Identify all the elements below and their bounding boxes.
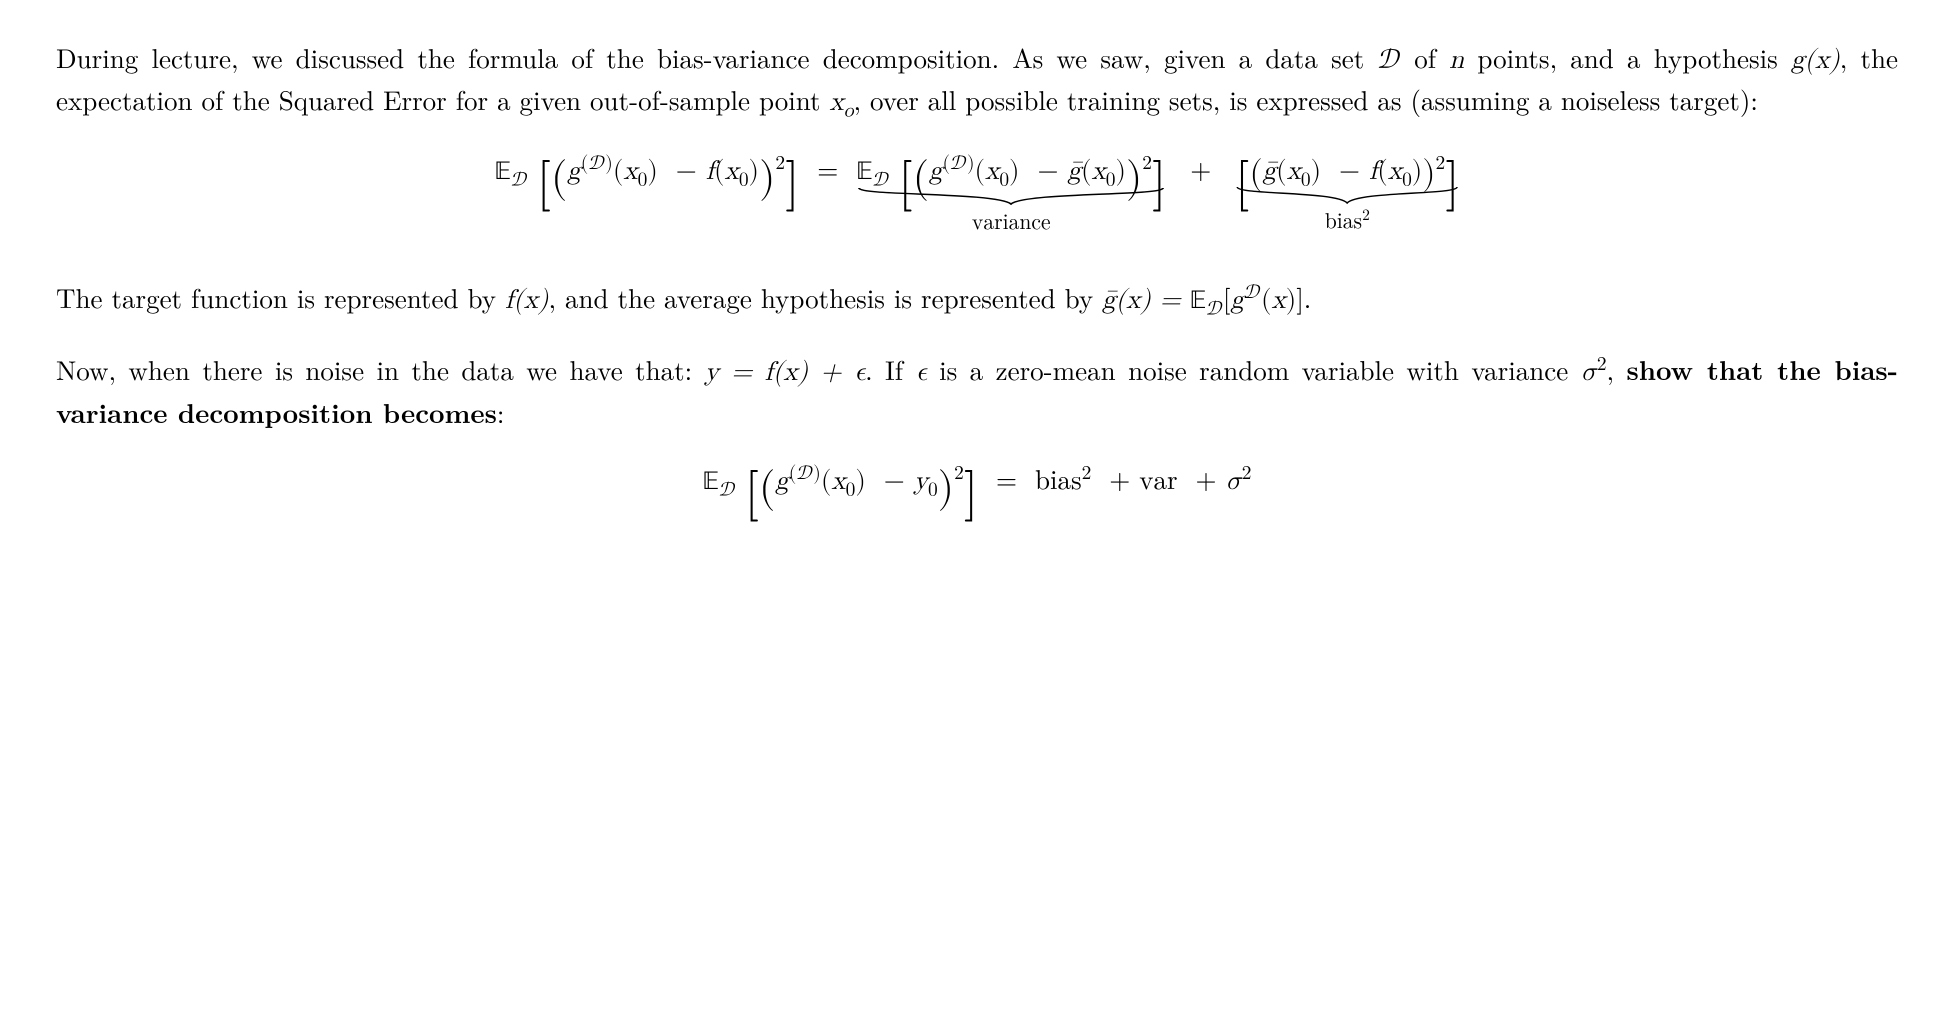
text: Now, when there is noise in the data we … — [56, 350, 705, 388]
sym-D: 𝒟 — [1377, 47, 1401, 74]
text: The target function is represented by — [56, 278, 505, 316]
equation-noisy-decomp: 𝔼𝒟 [(g(𝒟)(x0) − y0)2] = bias2 + var + σ2 — [56, 462, 1898, 502]
sym-xo: xo — [829, 89, 853, 116]
sym-gbar-def: ḡ(x) = 𝔼𝒟[g𝒟(x)] — [1102, 287, 1304, 314]
eq1-variance-term: 𝔼𝒟 [(g(𝒟)(x0) − ḡ(x0))2] variance — [856, 152, 1166, 239]
equation-bias-variance: 𝔼𝒟 [(g(𝒟)(x0) − f(x0))2] = 𝔼𝒟 [(g(𝒟)(x0)… — [56, 152, 1898, 239]
sym-n: n — [1449, 47, 1464, 74]
text: of — [1401, 38, 1449, 76]
sym-sigma2: σ2 — [1581, 359, 1607, 386]
intro-para: During lecture, we discussed the formula… — [56, 38, 1898, 122]
text: , over all possible training sets, is ex… — [853, 80, 1757, 118]
variance-label: variance — [856, 208, 1166, 239]
text: , and the average hypothesis is represen… — [549, 278, 1103, 316]
sym-fx: f(x) — [505, 287, 549, 314]
text: : — [497, 393, 505, 431]
text: . If — [865, 350, 915, 388]
text: , — [1607, 350, 1627, 388]
text: During lecture, we discussed the formula… — [56, 38, 1377, 76]
para-noise: Now, when there is noise in the data we … — [56, 349, 1898, 432]
text: points, and a hypothesis — [1464, 38, 1791, 76]
sym-y-eq: y = f(x) + ϵ — [705, 359, 866, 386]
plus: + — [1175, 152, 1226, 191]
bias-label: bias2 — [1235, 207, 1459, 238]
sym-eps: ϵ — [916, 359, 927, 386]
para-target-avg: The target function is represented by f(… — [56, 278, 1898, 321]
eq1-lhs: 𝔼𝒟 [(g(𝒟)(x0) − f(x0))2] = — [495, 152, 848, 192]
sym-gx: g(x) — [1791, 47, 1840, 74]
eq1-bias-term: [(ḡ(x0) − f(x0))2] bias2 — [1235, 152, 1459, 238]
text: is a zero-mean noise random variable wit… — [927, 350, 1581, 388]
text: . — [1304, 278, 1312, 316]
